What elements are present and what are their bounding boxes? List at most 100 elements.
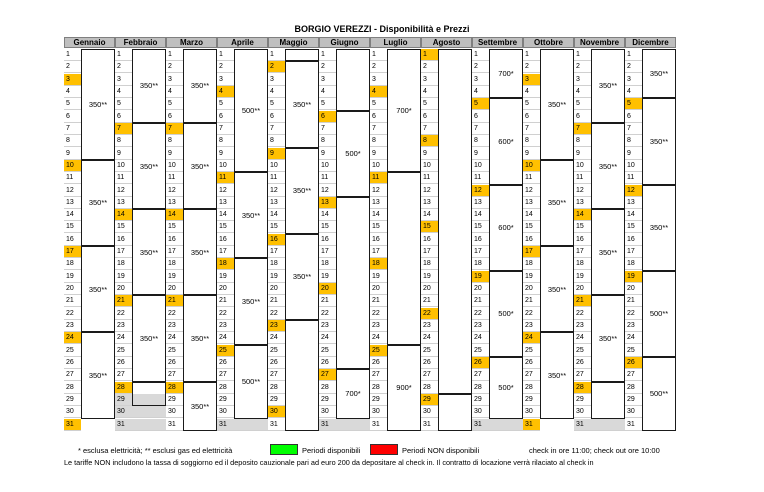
available-period: 350** — [183, 209, 217, 296]
day-cell: 29 — [166, 393, 183, 406]
day-cell: 15 — [217, 221, 234, 234]
day-cell: 16 — [217, 233, 234, 246]
day-cell: 14 — [217, 209, 234, 222]
day-cell: 13 — [523, 196, 540, 209]
day-cell: 17 — [64, 246, 81, 259]
day-cell: 22 — [166, 307, 183, 320]
day-cell: 30 — [421, 406, 438, 419]
available-period: 500** — [234, 49, 268, 173]
day-cell: 2 — [421, 61, 438, 74]
day-cell: 10 — [370, 159, 387, 172]
day-cell: 19 — [574, 270, 591, 283]
day-cell: 7 — [166, 122, 183, 135]
day-cell: 4 — [166, 85, 183, 98]
day-cell: 9 — [166, 147, 183, 160]
available-period: 500** — [642, 270, 676, 357]
day-cell: 31 — [472, 418, 523, 431]
day-cell: 8 — [64, 135, 81, 148]
day-cell: 22 — [625, 307, 642, 320]
day-cell: 12 — [166, 184, 183, 197]
day-cell: 24 — [166, 332, 183, 345]
day-cell: 10 — [625, 159, 642, 172]
day-cell: 7 — [472, 122, 489, 135]
day-cell: 24 — [268, 332, 285, 345]
day-cell: 18 — [268, 258, 285, 271]
day-cell: 8 — [370, 135, 387, 148]
day-cell: 10 — [472, 159, 489, 172]
day-cell: 23 — [115, 320, 132, 333]
day-cell: 17 — [523, 246, 540, 259]
day-cell: 6 — [217, 110, 234, 123]
day-cell: 29 — [625, 393, 642, 406]
day-cell: 23 — [472, 320, 489, 333]
legend-available-label: Periodi disponibili — [302, 446, 361, 455]
day-cell: 6 — [115, 110, 132, 123]
day-cell: 24 — [115, 332, 132, 345]
day-cell: 25 — [574, 344, 591, 357]
day-cell: 20 — [472, 283, 489, 296]
available-period: 700* — [387, 49, 421, 173]
day-cell: 10 — [268, 159, 285, 172]
day-cell: 2 — [319, 61, 336, 74]
day-cell: 29 — [64, 393, 81, 406]
day-cell: 23 — [268, 320, 285, 333]
day-cell: 24 — [319, 332, 336, 345]
day-cell: 31 — [421, 418, 438, 431]
day-cell: 17 — [166, 246, 183, 259]
day-cell: 30 — [625, 406, 642, 419]
day-cell: 25 — [217, 344, 234, 357]
legend-unavailable-swatch — [370, 444, 398, 455]
day-cell: 1 — [268, 49, 285, 61]
day-cell: 27 — [370, 369, 387, 382]
day-cell: 25 — [370, 344, 387, 357]
day-cell: 2 — [115, 61, 132, 74]
available-period: 350** — [591, 122, 625, 210]
available-period: 350** — [642, 98, 676, 185]
day-cell: 13 — [64, 196, 81, 209]
day-cell: 12 — [319, 184, 336, 197]
day-cell: 17 — [421, 246, 438, 259]
month-header: Aprile — [217, 37, 268, 48]
day-cell: 18 — [421, 258, 438, 271]
day-cell: 31 — [217, 418, 268, 431]
day-cell: 27 — [319, 369, 336, 382]
day-cell: 12 — [574, 184, 591, 197]
day-cell: 20 — [166, 283, 183, 296]
day-cell: 18 — [625, 258, 642, 271]
day-cell: 7 — [268, 122, 285, 135]
day-cell: 25 — [523, 344, 540, 357]
day-cell: 13 — [268, 196, 285, 209]
day-cell: 18 — [370, 258, 387, 271]
day-cell: 16 — [472, 233, 489, 246]
day-cell: 5 — [625, 98, 642, 111]
day-cell: 6 — [370, 110, 387, 123]
day-cell: 10 — [421, 159, 438, 172]
day-cell: 17 — [625, 246, 642, 259]
day-cell: 16 — [319, 233, 336, 246]
month-header: Giugno — [319, 37, 370, 48]
day-cell: 26 — [370, 357, 387, 369]
day-cell: 2 — [268, 61, 285, 74]
day-cell: 21 — [574, 295, 591, 308]
day-cell: 12 — [421, 184, 438, 197]
day-cell: 18 — [472, 258, 489, 271]
day-cell: 8 — [217, 135, 234, 148]
day-cell: 22 — [115, 307, 132, 320]
day-cell: 7 — [319, 122, 336, 135]
day-cell: 31 — [625, 418, 642, 431]
page-title: BORGIO VEREZZI - Disponibilità e Prezzi — [294, 24, 470, 34]
day-cell: 14 — [370, 209, 387, 222]
available-period: 350** — [183, 295, 217, 382]
day-cell: 20 — [217, 283, 234, 296]
day-cell: 11 — [217, 172, 234, 185]
available-period: 350** — [642, 184, 676, 271]
day-cell: 1 — [115, 49, 132, 61]
day-cell: 5 — [115, 98, 132, 111]
day-cell: 18 — [115, 258, 132, 271]
day-cell: 7 — [217, 122, 234, 135]
day-cell: 16 — [523, 233, 540, 246]
day-cell: 12 — [625, 184, 642, 197]
day-cell: 21 — [115, 295, 132, 308]
day-cell: 27 — [217, 369, 234, 382]
available-period: 900* — [387, 344, 421, 431]
